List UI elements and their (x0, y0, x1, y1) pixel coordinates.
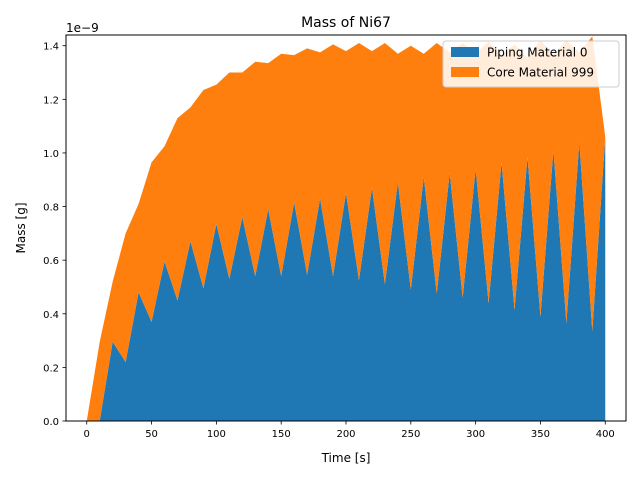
y-tick-label: 1.4 (43, 42, 59, 53)
y-axis-label: Mass [g] (14, 202, 28, 253)
x-tick-label: 100 (207, 429, 226, 440)
x-tick-label: 400 (596, 429, 615, 440)
chart-title: Mass of Ni67 (301, 15, 391, 31)
x-tick-label: 200 (336, 429, 355, 440)
y-tick-label: 0.0 (43, 417, 59, 428)
x-tick-label: 250 (401, 429, 420, 440)
legend-box (442, 40, 620, 88)
plot-areas (86, 36, 606, 422)
x-axis-label: Time [s] (321, 451, 371, 465)
x-tick-label: 150 (272, 429, 291, 440)
x-axis-ticks: 0 50 100 150 200 250 300 350 400 (84, 421, 615, 440)
y-tick-label: 0.8 (43, 203, 59, 214)
y-axis-offset-label: 1e−9 (66, 21, 99, 35)
y-tick-label: 1.2 (43, 95, 59, 106)
legend: Piping Material 0 Core Material 999 (442, 40, 620, 88)
area-series-0 (86, 136, 606, 422)
x-tick-label: 300 (466, 429, 485, 440)
y-tick-label: 0.2 (43, 363, 59, 374)
legend-label-1: Core Material 999 (487, 66, 594, 80)
legend-swatch-1 (451, 67, 479, 77)
y-tick-label: 0.6 (43, 256, 59, 267)
y-axis-ticks: 0.0 0.2 0.4 0.6 0.8 1.0 1.2 1.4 (43, 42, 66, 428)
x-tick-label: 0 (84, 429, 90, 440)
x-tick-label: 50 (145, 429, 158, 440)
area-series-1 (86, 36, 606, 422)
y-tick-label: 0.4 (43, 310, 59, 321)
plot-frame (65, 34, 627, 422)
legend-label-0: Piping Material 0 (487, 46, 588, 60)
legend-swatch-0 (451, 47, 479, 57)
y-tick-label: 1.0 (43, 149, 59, 160)
x-tick-label: 350 (531, 429, 550, 440)
